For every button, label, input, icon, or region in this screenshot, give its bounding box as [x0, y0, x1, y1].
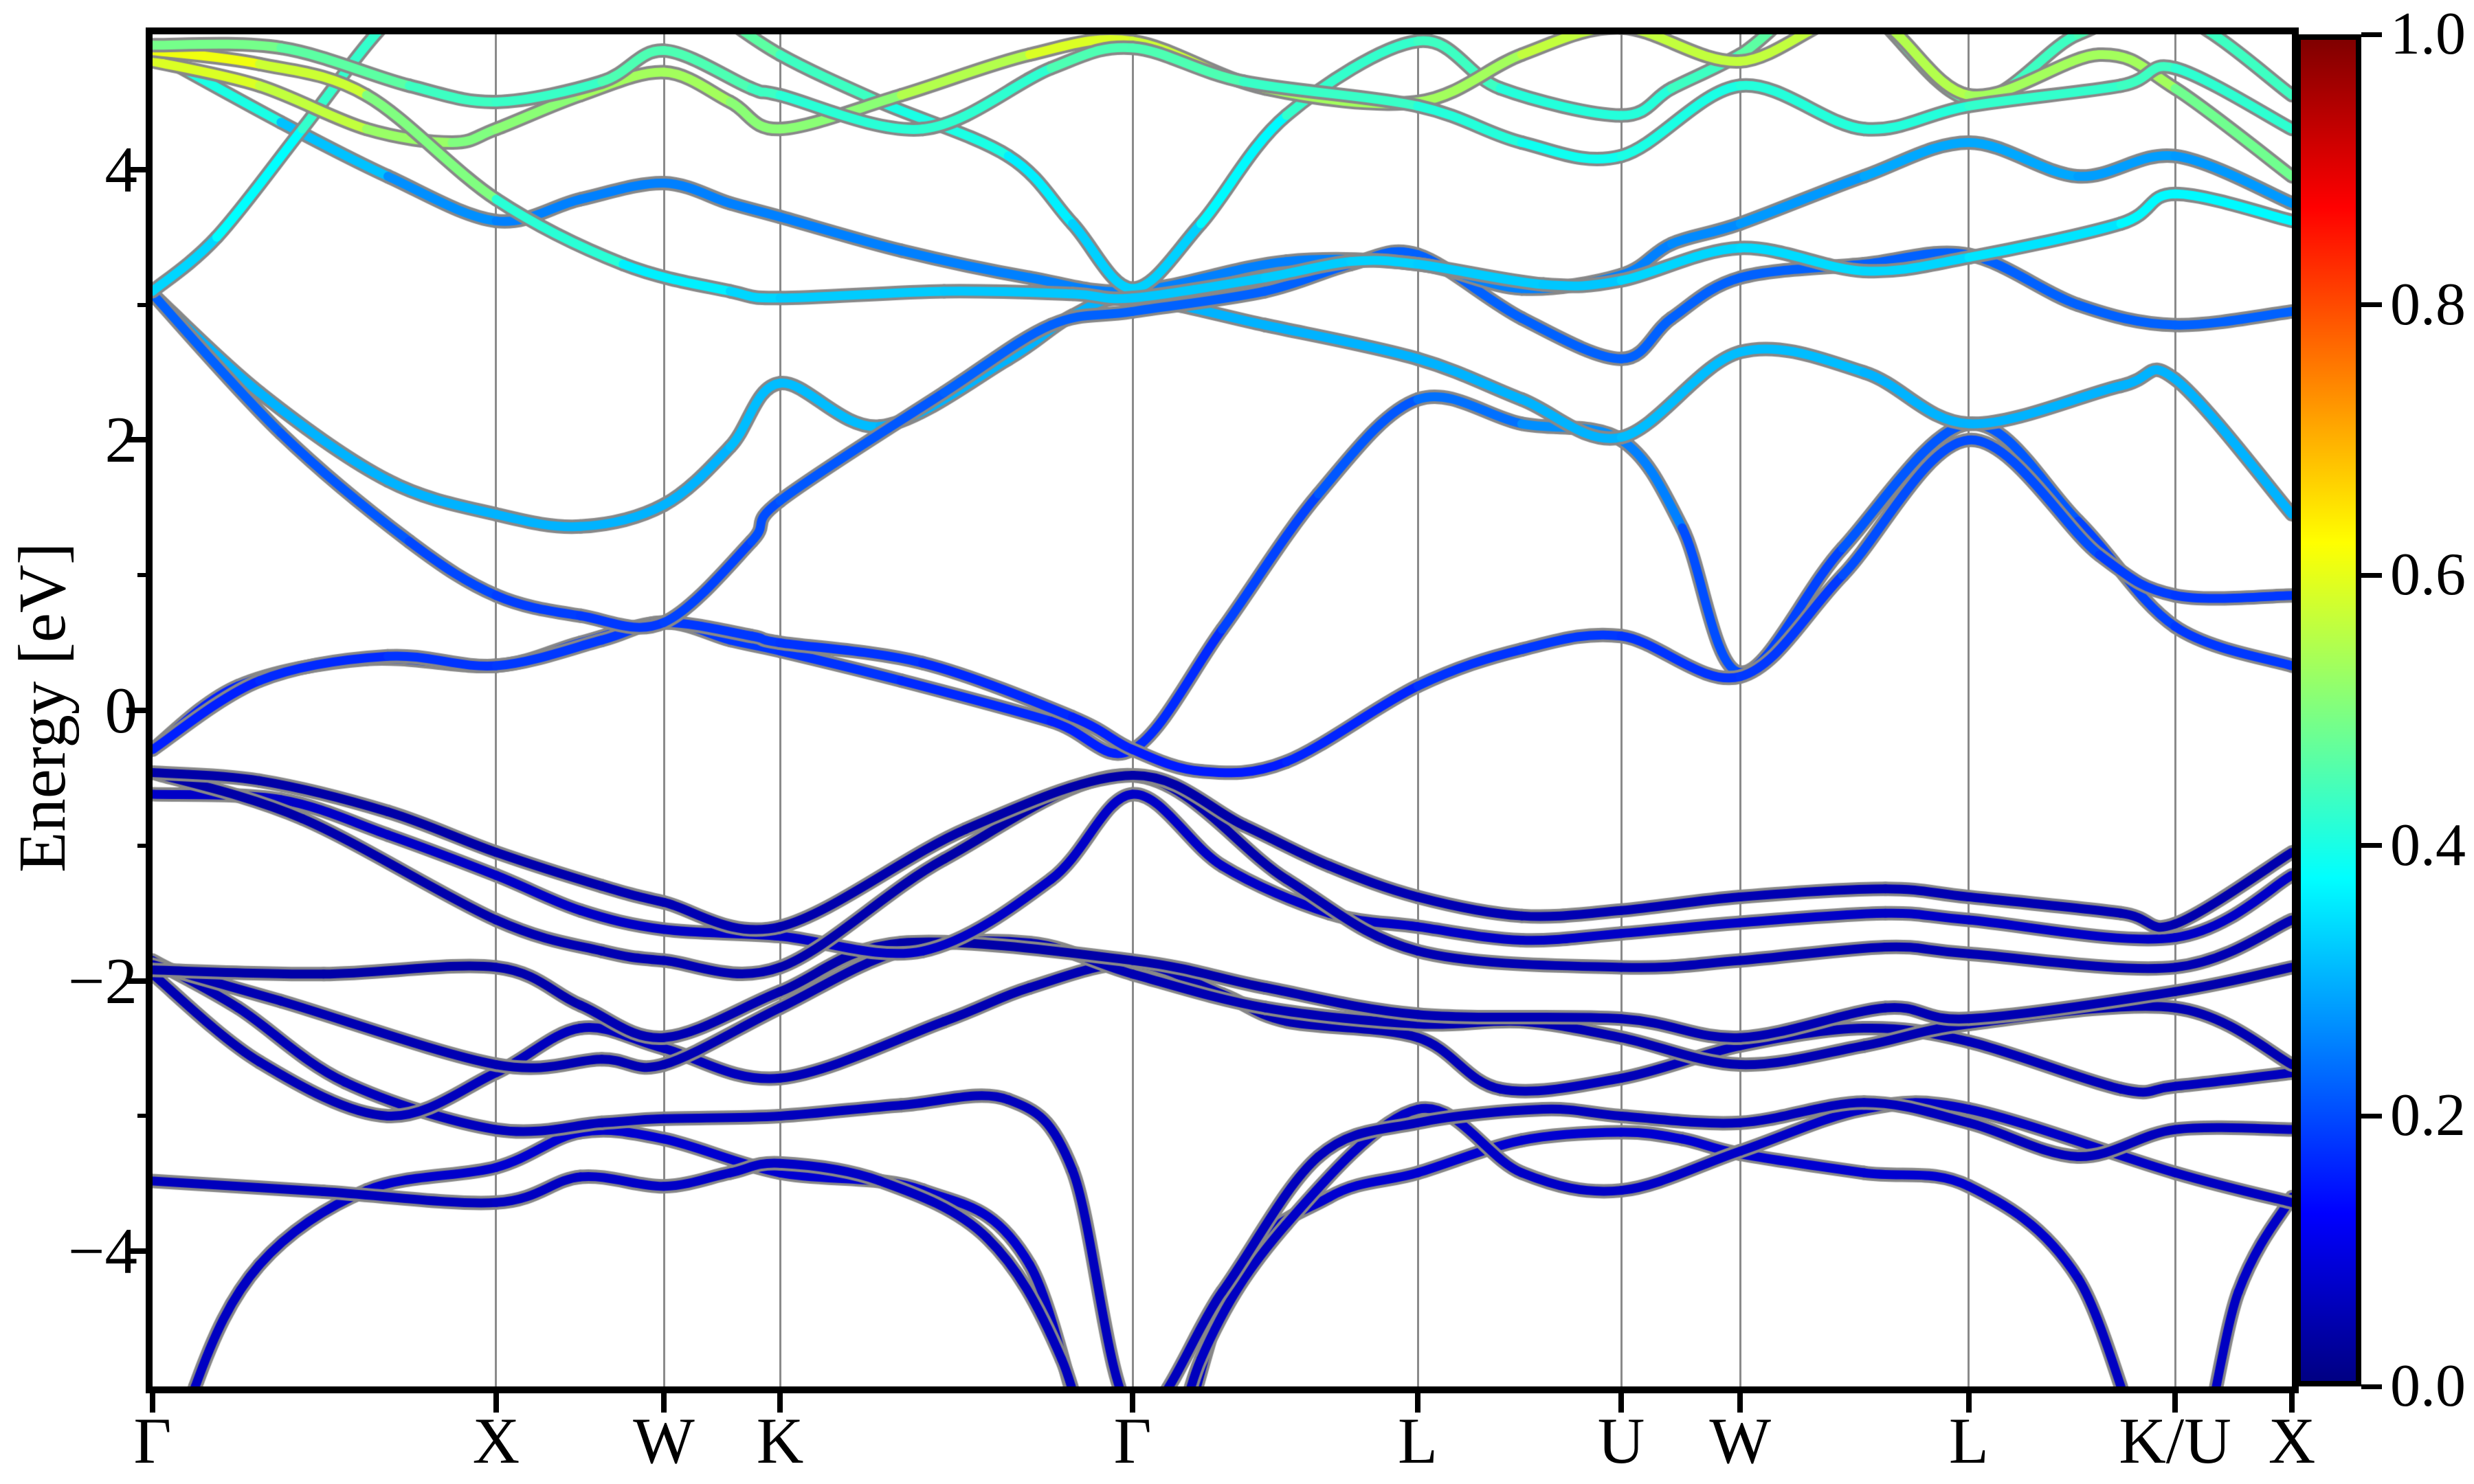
- x-tick: [493, 1386, 499, 1413]
- x-tick: [661, 1386, 667, 1413]
- colorbar-tick: [2361, 32, 2382, 37]
- y-minor-tick: [137, 1114, 153, 1118]
- colorbar-tick: [2361, 302, 2382, 308]
- x-tick: [1965, 1386, 1972, 1413]
- kpoint-label: U: [1597, 1404, 1645, 1477]
- colorbar-tick: [2361, 1113, 2382, 1118]
- kpoint-label: X: [472, 1404, 520, 1477]
- x-tick: [777, 1386, 783, 1413]
- kpoint-label: K: [756, 1404, 804, 1477]
- y-tick-label: −2: [67, 944, 137, 1018]
- kpoint-label: K/U: [2119, 1404, 2231, 1477]
- colorbar-tick-label: 0.0: [2390, 1353, 2466, 1419]
- x-tick: [2289, 1386, 2295, 1413]
- x-tick: [1130, 1386, 1136, 1413]
- colorbar-tick-label: 0.8: [2390, 271, 2466, 338]
- colorbar-tick-label: 0.2: [2390, 1082, 2466, 1149]
- kpoint-label: X: [2268, 1404, 2316, 1477]
- y-major-tick: [126, 1248, 153, 1255]
- kpoint-label: L: [1398, 1404, 1438, 1477]
- x-tick: [150, 1386, 155, 1413]
- colorbar-tick: [2361, 1384, 2382, 1389]
- y-major-tick: [126, 978, 153, 984]
- colorbar-tick-label: 1.0: [2390, 1, 2466, 67]
- y-major-tick: [126, 437, 153, 443]
- y-major-tick: [126, 166, 153, 172]
- y-tick-label: 2: [104, 403, 138, 477]
- kpoint-label: L: [1948, 1404, 1989, 1477]
- kpoint-label: W: [633, 1404, 695, 1477]
- band-lines-canvas: [153, 34, 2292, 1386]
- y-tick-label: −4: [67, 1215, 137, 1288]
- y-major-tick: [126, 708, 153, 713]
- y-minor-tick: [137, 843, 153, 848]
- kpoint-label: Γ: [1113, 1404, 1152, 1477]
- x-tick: [1737, 1386, 1743, 1413]
- x-tick: [1618, 1386, 1625, 1413]
- colorbar-tick-label: 0.4: [2390, 811, 2466, 879]
- colorbar-tick-label: 0.6: [2390, 541, 2466, 609]
- colorbar-tick: [2361, 843, 2382, 848]
- kpoint-label: W: [1709, 1404, 1771, 1477]
- colorbar-tick: [2361, 572, 2382, 578]
- y-minor-tick: [137, 573, 153, 578]
- y-tick-label: 4: [104, 133, 138, 206]
- colorbar: [2295, 34, 2361, 1386]
- x-tick: [2172, 1386, 2178, 1413]
- y-minor-tick: [137, 302, 153, 307]
- kpoint-label: Γ: [133, 1404, 172, 1477]
- x-tick: [1415, 1386, 1421, 1413]
- y-tick-label: 0: [104, 674, 138, 747]
